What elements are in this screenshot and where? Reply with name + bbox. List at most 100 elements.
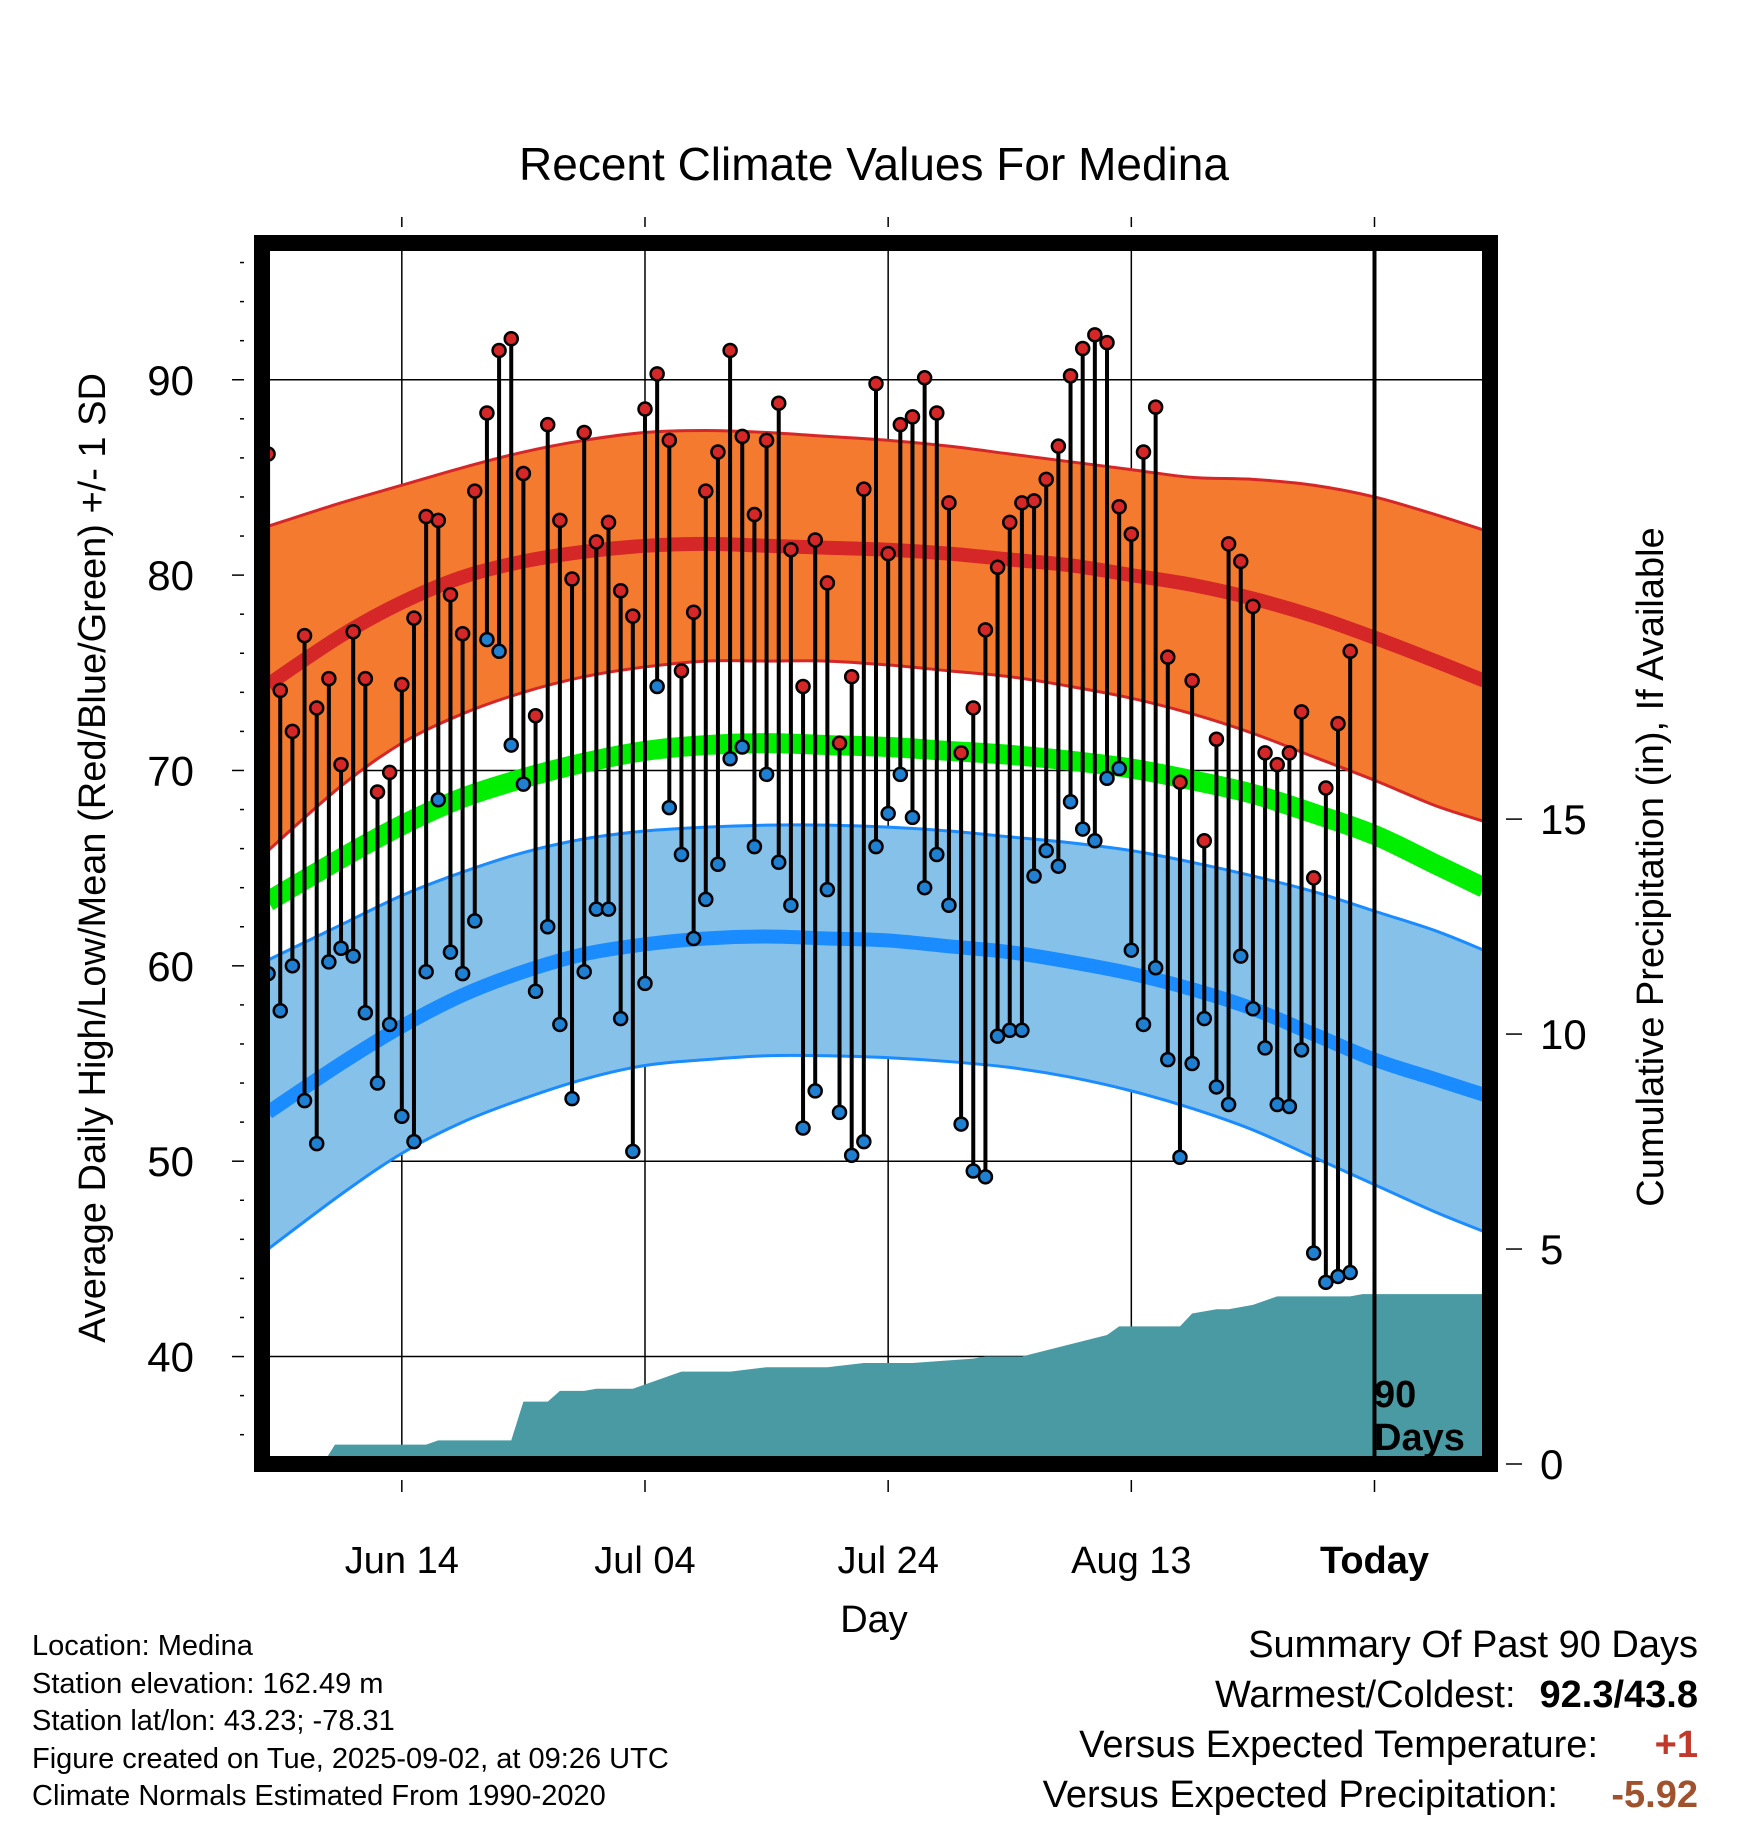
daily-low-point	[685, 930, 702, 947]
precip-label: Versus Expected Precipitation:	[1042, 1774, 1558, 1816]
daily-low-point	[1184, 1055, 1200, 1072]
daily-high-point	[1087, 327, 1103, 343]
daily-low-point	[1342, 1264, 1358, 1281]
y2-axis-label: Cumulative Precipitation (in), If Availa…	[1630, 527, 1672, 1206]
daily-low-point	[1245, 1001, 1261, 1017]
daily-low-point	[1172, 1149, 1188, 1166]
x-tick-label: Aug 13	[1071, 1540, 1191, 1582]
daily-high-point	[1014, 495, 1030, 511]
daily-high-point	[698, 483, 714, 499]
daily-low-point	[831, 1104, 848, 1121]
daily-low-point	[1305, 1245, 1322, 1261]
daily-high-point	[1281, 745, 1298, 761]
daily-low-point	[381, 1016, 398, 1033]
daily-high-point	[746, 506, 763, 523]
daily-low-point	[430, 792, 447, 808]
daily-high-point	[1074, 340, 1091, 357]
daily-high-point	[503, 330, 519, 347]
daily-low-point	[819, 881, 836, 898]
daily-high-point	[1111, 498, 1127, 515]
daily-high-point	[637, 401, 653, 417]
created-text: Figure created on Tue, 2025-09-02, at 09…	[32, 1742, 669, 1775]
period-label-days: Days	[1374, 1417, 1465, 1459]
daily-high-point	[758, 432, 775, 449]
daily-high-point	[989, 559, 1006, 576]
daily-low-point	[369, 1075, 386, 1091]
daily-low-point	[856, 1133, 872, 1150]
daily-high-point	[588, 534, 605, 550]
daily-high-point	[272, 682, 288, 699]
daily-low-point	[770, 854, 787, 871]
daily-high-point	[1293, 704, 1310, 720]
temp-label: Versus Expected Temperature:	[1079, 1724, 1598, 1766]
y-tick-label: 50	[147, 1138, 194, 1185]
daily-low-point	[272, 1003, 288, 1019]
low-normal-line	[264, 929, 1487, 1119]
y-tick-label: 90	[147, 357, 194, 404]
daily-low-point	[758, 766, 775, 783]
daily-low-point	[977, 1169, 994, 1185]
x-axis-label: Day	[840, 1599, 908, 1641]
daily-low-point	[1123, 942, 1140, 958]
daily-low-point	[515, 776, 532, 792]
daily-high-point	[1245, 598, 1261, 615]
daily-low-point	[734, 739, 751, 755]
daily-high-point	[892, 416, 909, 433]
daily-low-point	[710, 856, 726, 872]
daily-high-point	[479, 405, 495, 421]
daily-low-point	[333, 940, 349, 956]
daily-low-point	[722, 751, 738, 767]
daily-low-point	[916, 879, 933, 896]
daily-high-point	[1318, 780, 1334, 796]
daily-low-point	[649, 678, 665, 695]
daily-low-point	[746, 838, 763, 855]
daily-high-point	[576, 424, 592, 441]
high-upper-edge	[267, 429, 1485, 532]
daily-high-point	[1342, 643, 1358, 660]
daily-high-point	[1196, 833, 1213, 849]
daily-high-point	[394, 676, 410, 693]
daily-high-point	[625, 608, 641, 624]
daily-low-point	[284, 958, 301, 974]
daily-high-point	[819, 575, 836, 591]
daily-low-point	[394, 1108, 410, 1125]
daily-high-point	[381, 764, 398, 781]
daily-high-point	[649, 366, 665, 382]
daily-high-point	[856, 481, 872, 497]
daily-high-point	[515, 465, 532, 482]
daily-low-point	[479, 631, 495, 648]
daily-high-point	[1233, 553, 1249, 570]
daily-low-point	[345, 948, 361, 964]
y2-tick-label: 10	[1540, 1011, 1587, 1058]
station-info: Location: Medina Station elevation: 162.…	[32, 1628, 669, 1816]
daily-high-point	[430, 512, 447, 529]
daily-high-point	[1147, 399, 1164, 415]
daily-high-point	[868, 375, 884, 392]
daily-low-point	[904, 809, 921, 826]
daily-low-point	[491, 643, 507, 660]
daily-low-point	[989, 1028, 1006, 1044]
daily-high-point	[333, 756, 349, 773]
daily-high-point	[673, 663, 690, 679]
daily-low-point	[552, 1016, 568, 1033]
daily-low-point	[1269, 1096, 1285, 1113]
y-axis-label: Average Daily High/Low/Mean (Red/Blue/Gr…	[72, 373, 114, 1343]
daily-low-point	[321, 954, 337, 970]
daily-high-point	[807, 532, 823, 548]
daily-high-point	[929, 405, 945, 421]
daily-high-point	[953, 745, 969, 761]
daily-high-point	[454, 625, 471, 642]
daily-low-point	[673, 846, 690, 863]
temp-row: Versus Expected Temperature: +1	[1043, 1720, 1698, 1770]
chart-title: Recent Climate Values For Medina	[519, 138, 1229, 190]
daily-high-point	[904, 409, 921, 425]
y-tick-label: 60	[147, 943, 194, 990]
daily-low-point	[467, 913, 483, 929]
daily-low-point	[941, 897, 957, 914]
y-tick-label: 80	[147, 552, 194, 599]
daily-low-point	[308, 1135, 325, 1152]
y2-tick-label: 0	[1540, 1441, 1563, 1488]
daily-high-point	[831, 735, 848, 751]
daily-low-point	[539, 919, 556, 935]
